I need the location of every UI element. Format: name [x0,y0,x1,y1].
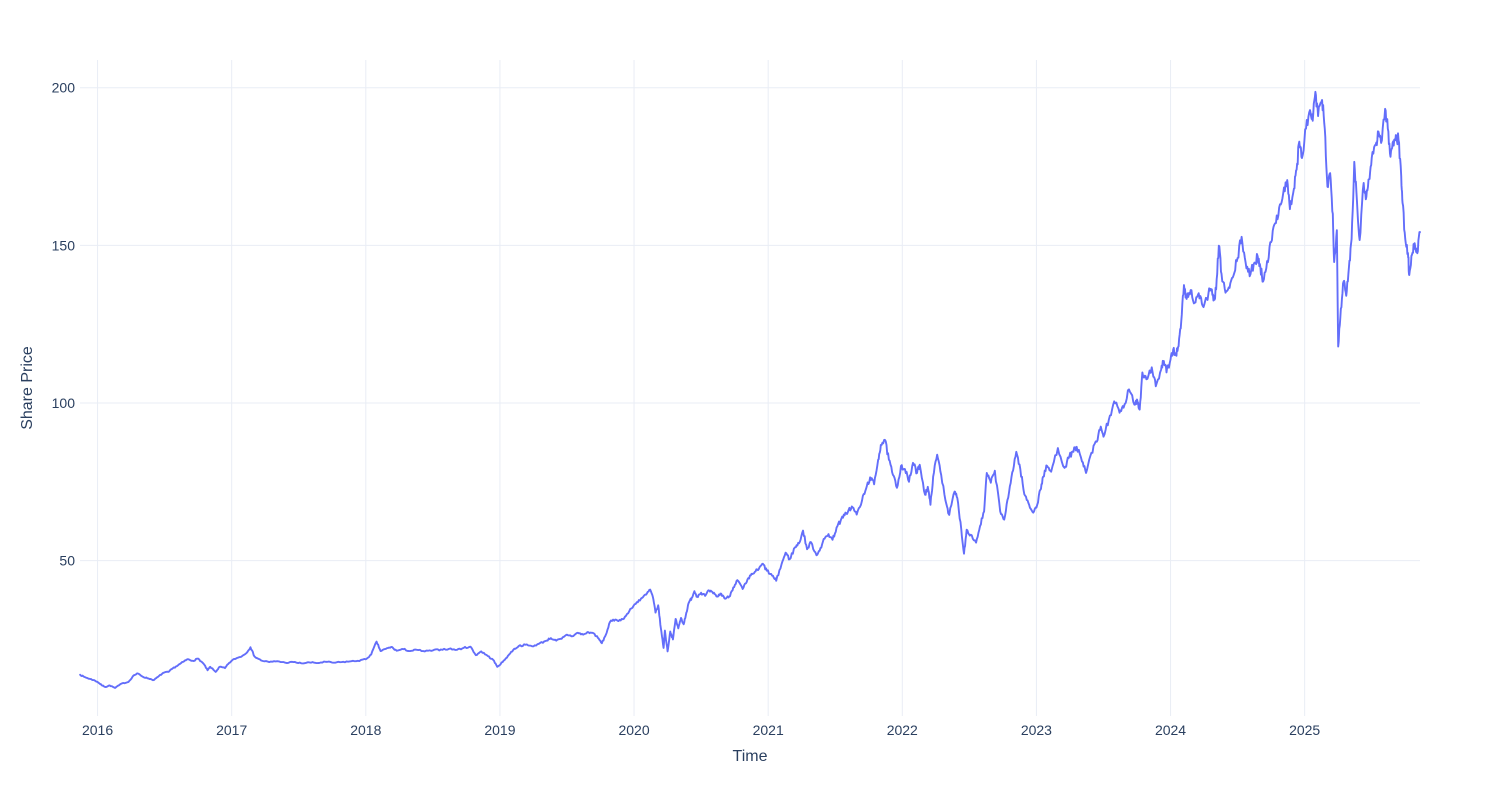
x-tick-label: 2021 [753,722,784,738]
y-tick-label: 150 [52,237,76,253]
x-axis-title: Time [732,748,768,765]
x-tick-label: 2024 [1155,722,1186,738]
x-tick-label: 2023 [1021,722,1052,738]
x-tick-label: 2016 [82,722,113,738]
y-axis-title: Share Price [19,346,36,430]
y-tick-label: 200 [52,80,76,96]
x-tick-label: 2022 [887,722,918,738]
y-tick-label: 100 [52,395,76,411]
share-price-line [79,90,1421,689]
x-tick-label: 2025 [1289,722,1320,738]
x-tick-label: 2018 [350,722,381,738]
x-tick-label: 2017 [216,722,247,738]
x-tick-label: 2020 [618,722,649,738]
gridlines [80,60,1420,716]
x-tick-label: 2019 [484,722,515,738]
y-tick-label: 50 [59,553,75,569]
tick-labels: 2016 2017 2018 2019 2020 2021 2022 2023 2024 2025… [52,80,1321,738]
